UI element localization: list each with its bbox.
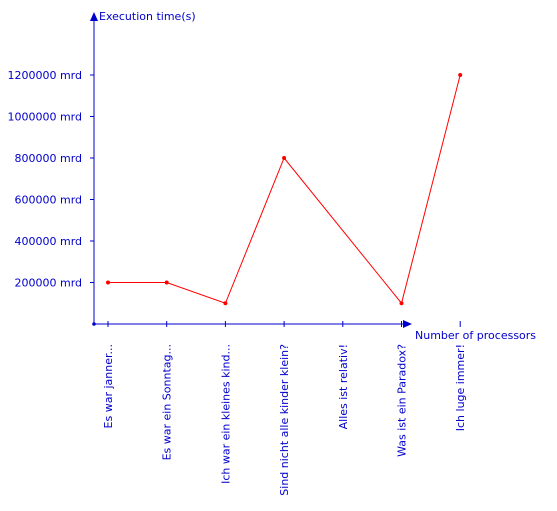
series-layer [106,73,463,306]
axes [90,12,412,328]
x-tick-label: Ich luge immer! [454,344,467,431]
y-tick-label: 1200000 mrd [7,69,82,82]
x-axis-arrow-icon [403,320,412,328]
y-axis-title: Execution time(s) [99,10,196,23]
data-point [458,73,463,77]
y-ticks: 200000 mrd 400000 mrd 600000 mrd 800000 mrd… [7,69,94,290]
y-tick-label: 800000 mrd [14,152,82,165]
y-tick-label: 400000 mrd [14,235,82,248]
origin-marker [92,322,96,326]
x-tick-label: Es war janner... [102,344,115,428]
x-axis-title: Number of processors [415,329,536,342]
y-axis-arrow-icon [90,12,98,21]
data-point [106,280,110,285]
x-tick-label: Alles ist relativ! [337,344,350,429]
data-point [223,301,228,306]
y-tick-label: 1000000 mrd [7,111,82,124]
x-tick-label: Es war ein Sonntag... [161,344,174,460]
x-tick-label: Was ist ein Paradox? [396,344,409,457]
x-ticks: Es war janner... Es war ein Sonntag... Ich… [102,321,467,496]
data-point [164,280,169,285]
y-tick-label: 200000 mrd [14,277,82,290]
x-tick-label: Ich war ein kleines kind... [219,344,232,484]
x-tick-label: Sind nicht alle kinder klein? [278,344,291,496]
series-line [108,74,461,305]
data-point [282,156,287,160]
data-point [399,301,404,306]
y-tick-label: 600000 mrd [14,194,82,207]
